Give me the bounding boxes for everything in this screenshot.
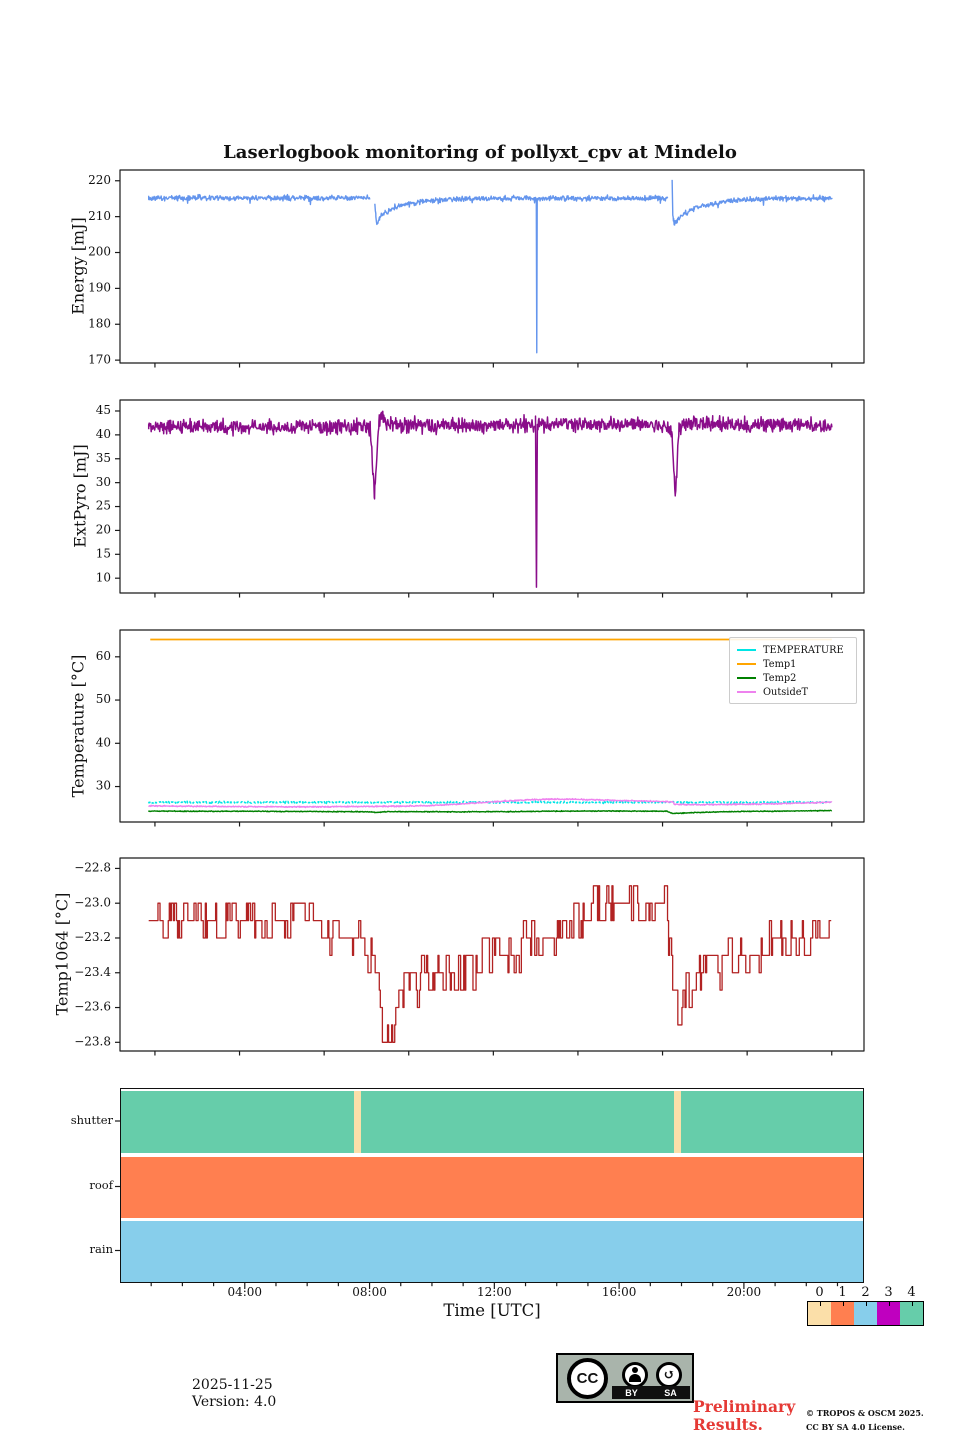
xtick-label: 12:00 <box>477 1285 512 1299</box>
temperature-legend: TEMPERATURE Temp1 Temp2 OutsideT <box>729 637 857 704</box>
colorbar-label: 2 <box>861 1285 870 1300</box>
colorbar-cell-0: 0 <box>808 1285 831 1325</box>
colorbar-cell-3: 3 <box>877 1285 900 1325</box>
cc-license-badge: CC ↺ BY SA <box>556 1353 694 1403</box>
legend-swatch-temperature <box>737 649 756 651</box>
preliminary-note: Preliminary Results. <box>693 1397 796 1434</box>
cc-by-person-icon <box>622 1362 648 1388</box>
status-row-label-roof: roof <box>89 1178 113 1192</box>
legend-swatch-temp1 <box>737 663 756 665</box>
legend-swatch-outsidet <box>737 691 756 693</box>
chart-title: Laserlogbook monitoring of pollyxt_cpv a… <box>223 142 737 163</box>
xtick-label: 08:00 <box>352 1285 387 1299</box>
legend-label: Temp2 <box>763 672 797 684</box>
ylabel-energy: Energy [mJ] <box>68 217 88 315</box>
footer-version: Version: 4.0 <box>192 1394 277 1410</box>
legend-label: TEMPERATURE <box>763 644 844 656</box>
legend-item-outsidet: OutsideT <box>737 685 850 699</box>
legend-label: OutsideT <box>763 686 809 698</box>
status-bar-shutter <box>121 1091 863 1153</box>
time-axis-label: Time [UTC] <box>443 1301 541 1320</box>
cc-sa-label: SA <box>664 1387 677 1398</box>
status-bar-rain <box>121 1221 863 1282</box>
legend-label: Temp1 <box>763 658 797 670</box>
legend-item-temperature: TEMPERATURE <box>737 643 850 657</box>
xtick-label: 20:00 <box>726 1285 762 1299</box>
ylabel-extpyro: ExtPyro [mJ] <box>70 444 90 548</box>
status-timeline-plot <box>120 1088 864 1283</box>
colorbar-cell-1: 1 <box>831 1285 854 1325</box>
status-bar-roof <box>121 1157 863 1218</box>
colorbar-label: 1 <box>838 1285 847 1300</box>
cc-by-label: BY <box>625 1387 638 1398</box>
shutter-interruption-band <box>674 1091 682 1153</box>
ylabel-temp1064: Temp1064 [°C] <box>52 892 72 1016</box>
legend-item-temp2: Temp2 <box>737 671 850 685</box>
colorbar-label: 3 <box>884 1285 893 1300</box>
colorbar-label: 4 <box>907 1285 916 1300</box>
shutter-interruption-band <box>354 1091 362 1153</box>
status-row-label-shutter: shutter <box>70 1113 113 1127</box>
ylabel-temperature: Temperature [°C] <box>68 654 88 798</box>
copyright-note: © TROPOS & OSCM 2025. CC BY SA 4.0 Licen… <box>806 1408 924 1432</box>
colorbar-cell-4: 4 <box>900 1285 923 1325</box>
xtick-label: 16:00 <box>601 1285 637 1299</box>
xtick-label: 04:00 <box>227 1285 263 1299</box>
cc-badge-labels: BY SA <box>612 1386 690 1399</box>
legend-swatch-temp2 <box>737 677 756 679</box>
colorbar-label: 0 <box>815 1285 824 1300</box>
cc-sa-arrow-icon: ↺ <box>656 1362 682 1388</box>
status-row-label-rain: rain <box>89 1242 113 1256</box>
cc-logo-icon: CC <box>567 1358 608 1399</box>
colorbar-cell-2: 2 <box>854 1285 877 1325</box>
legend-item-temp1: Temp1 <box>737 657 850 671</box>
footer-date: 2025-11-25 <box>192 1377 273 1393</box>
